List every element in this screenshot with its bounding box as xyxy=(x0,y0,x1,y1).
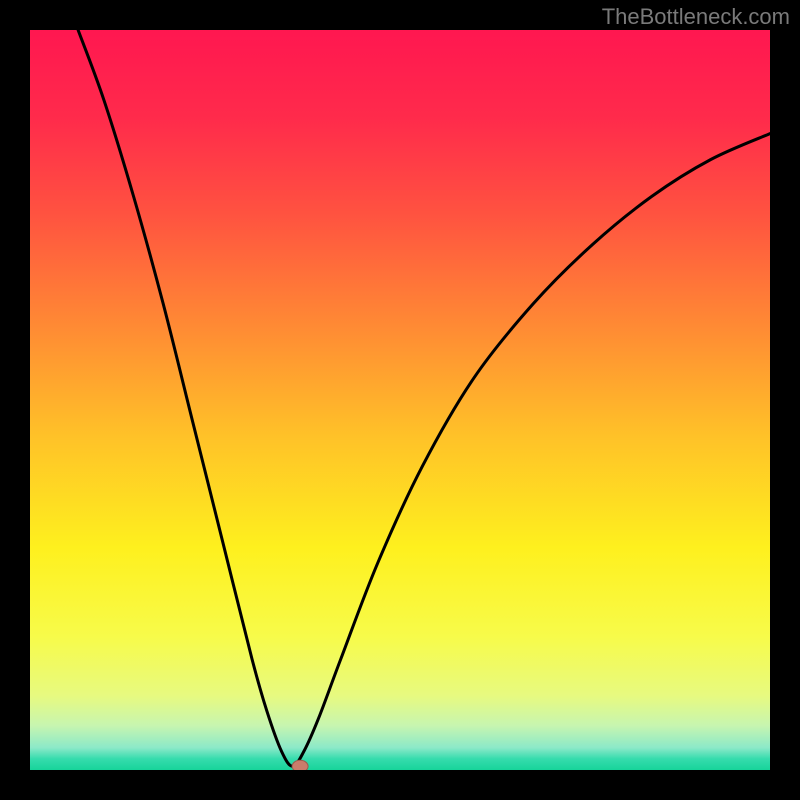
watermark-text: TheBottleneck.com xyxy=(602,4,790,30)
chart-svg xyxy=(30,30,770,770)
gradient-background xyxy=(30,30,770,770)
minimum-marker xyxy=(292,760,308,770)
chart-plot-area xyxy=(30,30,770,770)
